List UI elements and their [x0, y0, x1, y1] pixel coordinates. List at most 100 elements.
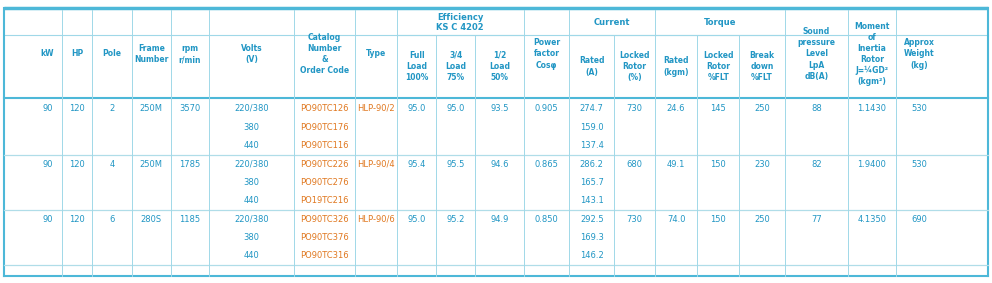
Text: 90: 90: [43, 104, 53, 113]
Text: 95.0: 95.0: [446, 104, 465, 113]
Text: 137.4: 137.4: [579, 141, 604, 150]
Text: Frame
Number: Frame Number: [134, 44, 169, 64]
Text: Efficiency
KS C 4202: Efficiency KS C 4202: [436, 13, 484, 32]
Text: 250: 250: [754, 215, 770, 224]
Text: 380: 380: [243, 123, 260, 132]
Text: Volts
(V): Volts (V): [241, 44, 262, 64]
Text: 3/4
Load
75%: 3/4 Load 75%: [445, 51, 466, 82]
Text: 90: 90: [43, 215, 53, 224]
Text: 250M: 250M: [140, 104, 163, 113]
Text: 730: 730: [626, 215, 643, 224]
Text: HLP-90/4: HLP-90/4: [357, 160, 395, 169]
Text: 49.1: 49.1: [667, 160, 685, 169]
Text: PO90TC276: PO90TC276: [300, 178, 349, 187]
Text: 380: 380: [243, 178, 260, 187]
Text: 3570: 3570: [180, 104, 200, 113]
Text: 159.0: 159.0: [580, 123, 603, 132]
Text: 169.3: 169.3: [579, 233, 604, 242]
Text: 280S: 280S: [141, 215, 162, 224]
Text: Full
Load
100%: Full Load 100%: [405, 51, 429, 82]
Text: Break
down
%FLT: Break down %FLT: [749, 51, 775, 82]
Text: 120: 120: [69, 160, 85, 169]
Text: HP: HP: [71, 50, 83, 59]
Text: 146.2: 146.2: [580, 251, 603, 260]
Text: PO90TC376: PO90TC376: [300, 233, 349, 242]
Text: Rated
(A): Rated (A): [579, 56, 604, 76]
Text: Type: Type: [366, 50, 386, 59]
Text: 1785: 1785: [180, 160, 200, 169]
Text: kW: kW: [41, 50, 55, 59]
Text: 2: 2: [109, 104, 115, 113]
Text: 1/2
Load
50%: 1/2 Load 50%: [489, 51, 510, 82]
Text: PO90TC116: PO90TC116: [301, 141, 348, 150]
Text: Moment
of
Inertia
Rotor
J=¼GD²
(kgm²): Moment of Inertia Rotor J=¼GD² (kgm²): [854, 22, 890, 86]
Text: PO90TC316: PO90TC316: [300, 251, 349, 260]
Text: 530: 530: [911, 104, 928, 113]
Text: 120: 120: [69, 104, 85, 113]
Text: 165.7: 165.7: [579, 178, 604, 187]
Text: 95.0: 95.0: [408, 104, 426, 113]
Text: 90: 90: [43, 160, 53, 169]
Text: 440: 440: [244, 196, 259, 205]
Text: 88: 88: [811, 104, 821, 113]
Text: 95.4: 95.4: [408, 160, 426, 169]
Text: 220/380: 220/380: [234, 104, 269, 113]
Text: 220/380: 220/380: [234, 215, 269, 224]
Text: 77: 77: [811, 215, 821, 224]
Text: Current: Current: [594, 18, 630, 27]
Text: 0.865: 0.865: [535, 160, 558, 169]
Text: 250: 250: [754, 104, 770, 113]
Text: 230: 230: [754, 160, 770, 169]
Text: 1.1430: 1.1430: [857, 104, 887, 113]
Text: Pole: Pole: [102, 50, 122, 59]
Text: 120: 120: [69, 215, 85, 224]
Text: PO19TC216: PO19TC216: [301, 196, 348, 205]
Text: Power
factor
Cosφ: Power factor Cosφ: [533, 38, 560, 70]
Text: HLP-90/2: HLP-90/2: [357, 104, 395, 113]
Text: 6: 6: [109, 215, 115, 224]
Text: Torque: Torque: [703, 18, 736, 27]
Text: 24.6: 24.6: [667, 104, 685, 113]
Text: 250M: 250M: [140, 160, 163, 169]
Text: 440: 440: [244, 141, 259, 150]
Text: PO90TC126: PO90TC126: [301, 104, 348, 113]
Text: PO90TC326: PO90TC326: [300, 215, 349, 224]
Text: 274.7: 274.7: [579, 104, 604, 113]
Text: HLP-90/6: HLP-90/6: [357, 215, 395, 224]
Text: Sound
pressure
Level
LpA
dB(A): Sound pressure Level LpA dB(A): [798, 27, 835, 81]
Text: 220/380: 220/380: [234, 160, 269, 169]
Text: PO90TC176: PO90TC176: [300, 123, 349, 132]
Text: 82: 82: [811, 160, 821, 169]
Text: 292.5: 292.5: [580, 215, 603, 224]
Text: 0.905: 0.905: [535, 104, 558, 113]
Text: Locked
Rotor
%FLT: Locked Rotor %FLT: [703, 51, 733, 82]
Text: 286.2: 286.2: [579, 160, 604, 169]
Text: 150: 150: [710, 215, 726, 224]
Text: 95.0: 95.0: [408, 215, 426, 224]
Text: 530: 530: [911, 160, 928, 169]
Text: 145: 145: [710, 104, 726, 113]
Text: 94.6: 94.6: [490, 160, 509, 169]
Text: 1185: 1185: [180, 215, 200, 224]
Text: 143.1: 143.1: [580, 196, 603, 205]
Text: 93.5: 93.5: [490, 104, 509, 113]
Text: 440: 440: [244, 251, 259, 260]
Text: Approx
Weight
(kg): Approx Weight (kg): [904, 38, 934, 70]
Text: 95.5: 95.5: [446, 160, 465, 169]
Text: 0.850: 0.850: [535, 215, 558, 224]
Text: 380: 380: [243, 233, 260, 242]
Text: Catalog
Number
&
Order Code: Catalog Number & Order Code: [300, 33, 349, 75]
Text: 150: 150: [710, 160, 726, 169]
Text: rpm
r/min: rpm r/min: [179, 44, 201, 64]
Text: 95.2: 95.2: [446, 215, 465, 224]
Text: 94.9: 94.9: [490, 215, 509, 224]
Text: 74.0: 74.0: [667, 215, 685, 224]
Text: Locked
Rotor
(%): Locked Rotor (%): [619, 51, 650, 82]
Text: 730: 730: [626, 104, 643, 113]
Text: 1.9400: 1.9400: [857, 160, 887, 169]
Text: 680: 680: [626, 160, 643, 169]
Text: 4.1350: 4.1350: [857, 215, 887, 224]
Text: PO90TC226: PO90TC226: [301, 160, 348, 169]
Text: 690: 690: [911, 215, 928, 224]
Text: 4: 4: [109, 160, 115, 169]
